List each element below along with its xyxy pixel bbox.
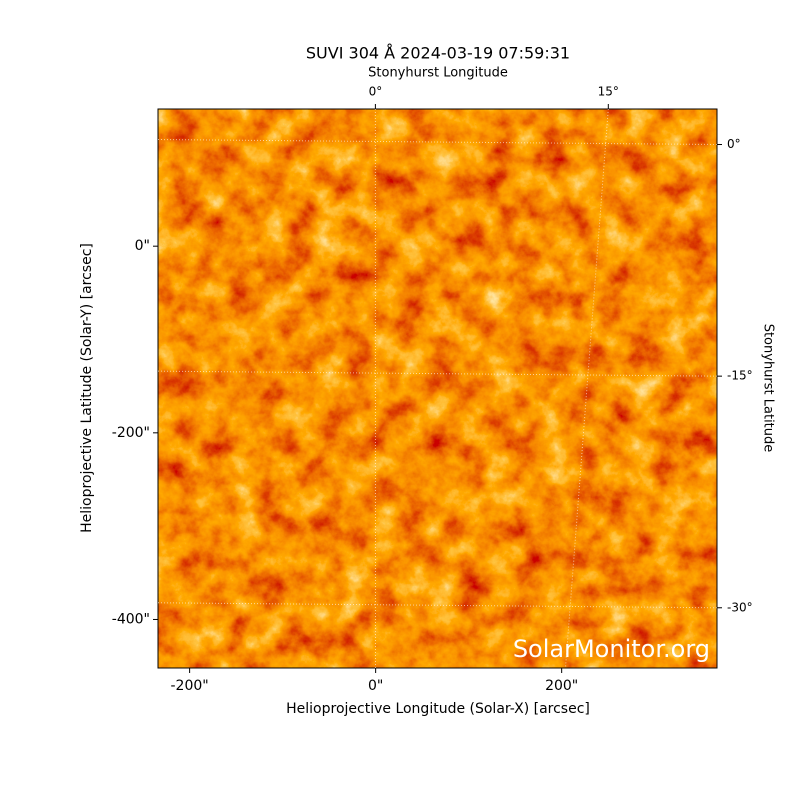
top-tick-label: 0°: [369, 85, 383, 99]
grid-line: [157, 602, 718, 609]
x-axis-label: Helioprojective Longitude (Solar-X) [arc…: [286, 701, 590, 717]
grid-line: [157, 370, 718, 377]
grid-line: [564, 108, 609, 669]
y-axis-label: Helioprojective Latitude (Solar-Y) [arcs…: [79, 243, 95, 533]
right-tick-label: -30°: [727, 600, 753, 614]
watermark: SolarMonitor.org: [513, 635, 710, 663]
axes-frame: [157, 108, 718, 669]
y-tick-label: -200": [112, 425, 150, 441]
x-tick-label: 200": [545, 678, 578, 694]
y-tick-label: 0": [135, 238, 150, 254]
right-tick-label: -15°: [727, 369, 753, 383]
x-tick-label: -200": [171, 678, 209, 694]
solar-image: [158, 109, 717, 668]
top-tick-label: 15°: [598, 85, 619, 99]
y-tick-label: -400": [112, 611, 150, 627]
grid-line: [157, 139, 718, 146]
top-axis-label: Stonyhurst Longitude: [368, 66, 508, 81]
right-tick-label: 0°: [727, 137, 741, 151]
right-axis-label: Stonyhurst Latitude: [761, 324, 776, 453]
chart-title: SUVI 304 Å 2024-03-19 07:59:31: [306, 44, 570, 63]
x-tick-label: 0": [368, 678, 383, 694]
